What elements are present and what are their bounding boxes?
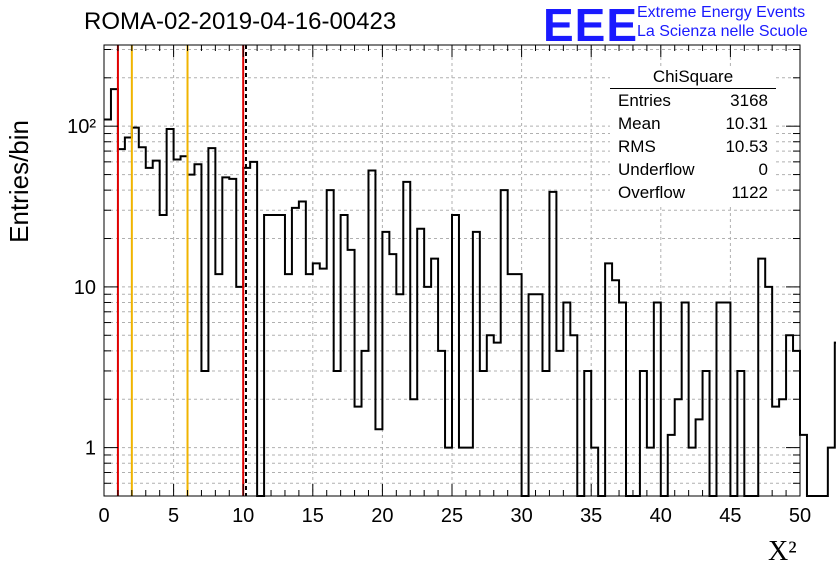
stats-row-rms: RMS 10.53 [610, 135, 776, 158]
stats-title: ChiSquare [610, 66, 776, 89]
logo-line-1: Extreme Energy Events [637, 4, 806, 21]
stats-row-overflow: Overflow 1122 [610, 181, 776, 204]
x-axis-label: X² [768, 536, 797, 567]
logo-line-2: La Scienza nelle Scuole [637, 23, 808, 40]
stats-row-mean: Mean 10.31 [610, 112, 776, 135]
stats-label: Mean [618, 114, 661, 133]
x-tick-label: 0 [98, 505, 109, 527]
x-tick-label: 10 [232, 505, 254, 527]
page-title: ROMA-02-2019-04-16-00423 [84, 8, 397, 35]
x-tick-label: 40 [650, 505, 672, 527]
eee-logo: EEE [543, 0, 639, 51]
y-axis-label: Entries/bin [4, 120, 34, 243]
stats-label: Overflow [618, 183, 686, 202]
x-tick-label: 30 [510, 505, 532, 527]
stats-row-underflow: Underflow 0 [610, 158, 776, 181]
y-tick-label: 10 [74, 277, 96, 299]
y-tick-label: 10² [67, 116, 96, 138]
histogram-outline [104, 88, 836, 497]
stats-value: 1122 [731, 183, 768, 202]
stats-value: 0 [758, 160, 768, 179]
stats-label: RMS [618, 137, 656, 156]
x-tick-label: 35 [580, 505, 602, 527]
x-tick-label: 50 [789, 505, 811, 527]
y-tick-label: 1 [85, 438, 96, 460]
stats-value: 10.31 [725, 114, 768, 133]
stats-value: 10.53 [725, 137, 768, 156]
x-tick-label: 5 [168, 505, 179, 527]
x-tick-label: 25 [441, 505, 463, 527]
x-tick-label: 20 [371, 505, 393, 527]
stats-label: Underflow [618, 160, 695, 179]
stats-row-entries: Entries 3168 [610, 89, 776, 112]
stats-value: 3168 [730, 91, 768, 110]
stats-box: ChiSquare Entries 3168 Mean 10.31 RMS 10… [610, 66, 776, 204]
x-tick-label: 45 [719, 505, 741, 527]
stats-label: Entries [618, 91, 671, 110]
x-tick-label: 15 [302, 505, 324, 527]
